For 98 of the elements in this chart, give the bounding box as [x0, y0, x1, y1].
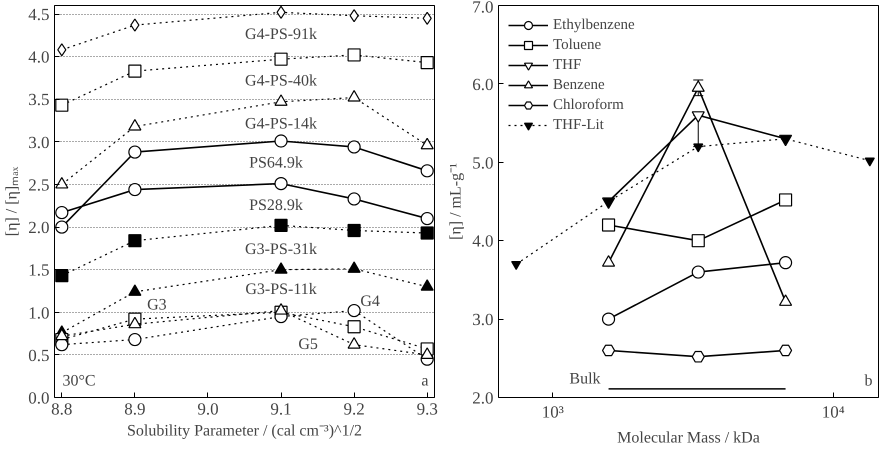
point: [348, 224, 361, 238]
x-tick-label: 8.8: [51, 400, 72, 418]
series-label: G5: [298, 336, 318, 354]
y-axis-title: [η] / [η]ₘₐₓ: [3, 166, 20, 236]
point: [778, 193, 792, 207]
point: [692, 111, 705, 123]
point: [128, 64, 142, 78]
point: [128, 284, 142, 296]
point: [692, 350, 705, 363]
annotation: b: [864, 372, 872, 390]
point: [128, 234, 142, 248]
point: [420, 279, 434, 291]
point: [348, 304, 361, 318]
legend-label: Ethylbenzene: [553, 16, 635, 34]
point: [778, 344, 792, 356]
legend-label: THF: [553, 56, 582, 74]
legend-label: Chloroform: [553, 96, 624, 114]
point: [130, 18, 140, 32]
point: [128, 145, 142, 159]
point: [274, 262, 288, 274]
series-label: Bulk: [569, 370, 601, 388]
series-label: G3: [147, 296, 167, 314]
point: [422, 12, 432, 25]
point: [602, 218, 616, 232]
y-tick-label: 7.0: [472, 0, 494, 16]
x-tick-label: 9.2: [343, 400, 365, 418]
point: [274, 177, 288, 190]
y-tick-label: 4.5: [28, 5, 50, 24]
annotation: 30°C: [62, 372, 96, 390]
series-label: PS64.9k: [249, 154, 303, 172]
x-axis-title: Molecular Mass / kDa: [617, 430, 760, 446]
point: [420, 212, 434, 226]
point: [128, 316, 142, 328]
x-tick-label: 9.3: [416, 400, 438, 418]
y-tick-label: 3.5: [28, 90, 50, 110]
legend-label: Benzene: [553, 76, 605, 94]
y-tick-label: 4.0: [472, 232, 494, 251]
x-tick-label: 10³: [542, 402, 564, 422]
y-tick-label: 5.0: [472, 153, 494, 172]
y-tick-label: 3.0: [28, 132, 50, 152]
y-tick-label: 0.5: [28, 346, 50, 365]
series-label: PS28.9k: [249, 197, 303, 214]
point: [420, 347, 434, 359]
point: [276, 6, 286, 19]
point: [348, 90, 361, 102]
x-tick-label: 9.1: [270, 400, 292, 418]
y-axis-title: [η] / mL-g⁻¹: [447, 162, 464, 240]
point: [128, 182, 142, 196]
point: [692, 265, 705, 279]
point: [274, 134, 288, 148]
point: [348, 192, 361, 206]
point: [350, 9, 359, 22]
point: [55, 220, 68, 234]
legend-label: Toluene: [553, 36, 602, 54]
x-axis-title: Solubility Parameter / (cal cm⁻³)^1/2: [126, 422, 362, 440]
x-tick-label: 9.0: [197, 400, 219, 418]
point: [55, 98, 68, 112]
series-label: G4-PS-40k: [245, 72, 318, 90]
point: [602, 344, 616, 356]
point: [55, 176, 68, 189]
series-label: G3-PS-11k: [245, 281, 317, 298]
point: [420, 56, 434, 70]
point: [602, 312, 616, 326]
series-label: G4-PS-14k: [245, 115, 318, 132]
point: [57, 43, 66, 56]
y-tick-label: 1.0: [28, 303, 50, 322]
annotation: a: [421, 372, 429, 390]
point: [348, 320, 361, 334]
y-tick-label: 2.5: [28, 175, 50, 194]
y-tick-label: 2.0: [472, 388, 494, 408]
legend-label: THF-Lit: [553, 116, 604, 134]
x-tick-label: 8.9: [124, 400, 146, 418]
series-label: G4: [360, 293, 380, 310]
y-tick-label: 1.5: [28, 260, 50, 280]
series-label: G4-PS-91k: [245, 26, 318, 43]
point: [274, 52, 288, 66]
point: [348, 337, 361, 349]
point: [55, 206, 68, 220]
y-tick-label: 4.0: [28, 48, 50, 67]
point: [128, 332, 142, 346]
y-tick-label: 2.0: [28, 218, 50, 238]
point: [274, 303, 288, 315]
y-tick-label: 6.0: [472, 74, 494, 94]
series-label: G3-PS-31k: [245, 240, 318, 258]
y-tick-label: 0.0: [28, 388, 50, 408]
point: [274, 218, 288, 232]
point: [420, 226, 434, 240]
point: [420, 164, 434, 178]
y-tick-label: 3.0: [472, 310, 494, 330]
point: [348, 140, 361, 154]
point: [55, 328, 68, 340]
point: [55, 338, 68, 352]
point: [348, 261, 361, 273]
point: [55, 269, 68, 282]
x-tick-label: 10⁴: [822, 402, 845, 422]
point: [778, 256, 792, 270]
point: [692, 234, 705, 248]
point: [348, 48, 361, 62]
